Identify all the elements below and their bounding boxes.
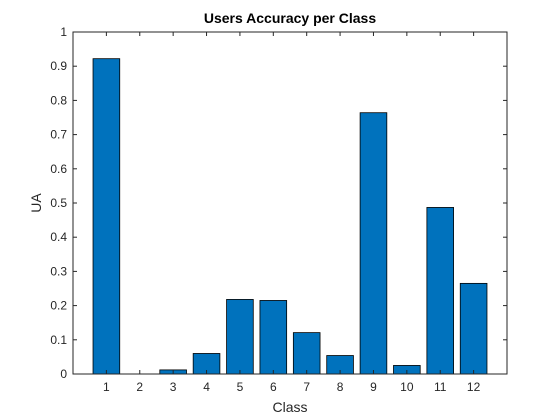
x-tick-label: 8 (337, 380, 344, 394)
y-axis-label: UA (28, 193, 44, 213)
bar-class-12 (459, 282, 488, 375)
y-tick-label: 0.7 (50, 128, 67, 142)
x-tick-labels: 1 2 3 4 5 6 7 8 9 10 11 12 (103, 380, 481, 394)
y-tick-label: 0.8 (50, 93, 67, 107)
bar-class-1 (92, 58, 121, 375)
bar-class-11 (426, 207, 454, 375)
y-tick-label: 0.2 (50, 299, 67, 313)
y-tick-label: 0.9 (50, 59, 67, 73)
bar-class-9 (359, 112, 388, 375)
y-tick-label: 0.5 (50, 196, 67, 210)
y-tick-label: 0.4 (50, 230, 67, 244)
x-tick-label: 10 (400, 380, 414, 394)
x-tick-label: 3 (170, 380, 177, 394)
x-tick-label: 12 (467, 380, 481, 394)
bar-class-7 (292, 332, 321, 375)
y-tick-label: 0.6 (50, 162, 67, 176)
x-axis-label: Class (272, 399, 307, 415)
x-tick-label: 2 (136, 380, 143, 394)
x-tick-label: 7 (303, 380, 310, 394)
x-tick-label: 1 (103, 380, 110, 394)
bar-class-6 (259, 300, 288, 375)
y-tick-label: 0 (60, 367, 67, 381)
x-tick-label: 6 (270, 380, 277, 394)
y-tick-label: 0.1 (50, 333, 67, 347)
bar-class-5 (226, 299, 254, 375)
x-tick-label: 4 (203, 380, 210, 394)
x-tick-label: 11 (434, 380, 447, 394)
y-tick-labels: 0 0.1 0.2 0.3 0.4 0.5 0.6 0.7 0.8 0.9 1 (50, 25, 67, 381)
chart-title: Users Accuracy per Class (204, 10, 376, 26)
bars-group (92, 58, 488, 375)
x-tick-label: 5 (237, 380, 244, 394)
y-tick-label: 1 (60, 25, 67, 39)
y-tick-label: 0.3 (50, 264, 67, 278)
axis-ticks (73, 31, 507, 375)
x-tick-label: 9 (370, 380, 377, 394)
